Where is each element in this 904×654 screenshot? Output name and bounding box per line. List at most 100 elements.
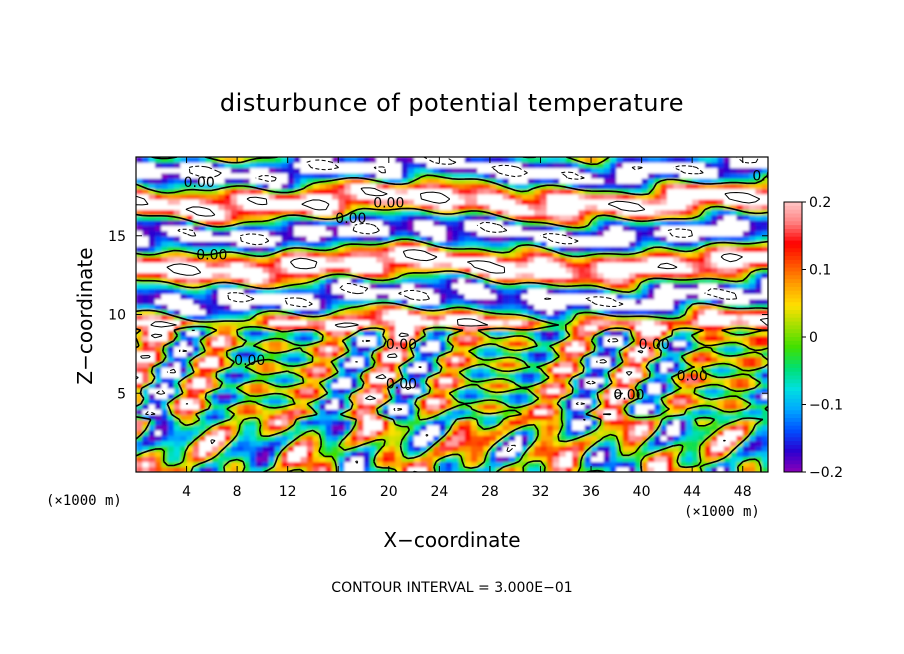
- heatmap-cell: [660, 419, 668, 426]
- heatmap-cell: [395, 277, 403, 284]
- heatmap-cell: [660, 403, 668, 410]
- heatmap-cell: [698, 456, 706, 463]
- heatmap-cell: [407, 256, 415, 263]
- heatmap-cell: [496, 377, 504, 384]
- heatmap-cell: [363, 298, 371, 305]
- heatmap-cell: [578, 445, 586, 452]
- heatmap-cell: [723, 335, 731, 342]
- heatmap-cell: [635, 377, 643, 384]
- heatmap-cell: [407, 246, 415, 253]
- heatmap-cell: [136, 435, 143, 442]
- heatmap-cell: [717, 451, 725, 457]
- heatmap-cell: [591, 272, 598, 279]
- heatmap-cell: [350, 256, 358, 263]
- heatmap-cell: [496, 293, 504, 300]
- heatmap-cell: [685, 235, 693, 242]
- heatmap-cell: [167, 403, 175, 410]
- heatmap-cell: [445, 367, 453, 373]
- heatmap-cell: [673, 377, 681, 384]
- heatmap-cell: [237, 225, 245, 232]
- heatmap-cell: [470, 382, 478, 389]
- heatmap-cell: [553, 225, 561, 232]
- heatmap-cell: [755, 309, 763, 316]
- heatmap-cell: [521, 456, 529, 463]
- heatmap-cell: [736, 367, 744, 373]
- heatmap-cell: [673, 409, 681, 415]
- heatmap-cell: [591, 230, 598, 237]
- heatmap-cell: [464, 398, 472, 405]
- heatmap-cell: [426, 451, 434, 457]
- heatmap-cell: [199, 298, 207, 305]
- heatmap-cell: [452, 209, 459, 216]
- heatmap-cell: [167, 230, 175, 237]
- heatmap-cell: [167, 340, 175, 347]
- heatmap-cell: [730, 340, 737, 347]
- heatmap-cell: [515, 461, 523, 468]
- heatmap-cell: [647, 309, 655, 316]
- heatmap-cell: [673, 419, 681, 426]
- heatmap-cell: [205, 335, 213, 342]
- heatmap-cell: [445, 283, 453, 289]
- heatmap-cell: [312, 424, 320, 431]
- heatmap-cell: [161, 262, 169, 268]
- heatmap-cell: [635, 356, 643, 363]
- heatmap-cell: [464, 340, 472, 347]
- heatmap-cell: [363, 414, 371, 421]
- heatmap-cell: [243, 293, 251, 300]
- heatmap-cell: [218, 225, 226, 232]
- heatmap-cell: [192, 272, 200, 279]
- heatmap-cell: [761, 330, 768, 337]
- heatmap-cell: [597, 393, 605, 400]
- heatmap-cell: [350, 419, 358, 426]
- heatmap-cell: [654, 346, 662, 352]
- heatmap-cell: [395, 414, 403, 421]
- heatmap-cell: [331, 262, 339, 268]
- heatmap-cell: [211, 209, 219, 216]
- heatmap-cell: [433, 461, 440, 468]
- heatmap-cell: [180, 225, 188, 232]
- heatmap-cell: [237, 409, 245, 415]
- heatmap-cell: [414, 225, 421, 232]
- heatmap-cell: [660, 361, 668, 368]
- heatmap-cell: [382, 419, 390, 426]
- heatmap-cell: [628, 330, 636, 337]
- heatmap-cell: [199, 241, 207, 247]
- heatmap-cell: [717, 388, 725, 394]
- heatmap-cell: [597, 361, 605, 368]
- heatmap-cell: [420, 304, 428, 310]
- heatmap-cell: [673, 256, 681, 263]
- heatmap-cell: [521, 351, 529, 358]
- heatmap-cell: [287, 235, 295, 242]
- heatmap-cell: [243, 409, 251, 415]
- heatmap-cell: [546, 403, 554, 410]
- heatmap-cell: [628, 403, 636, 410]
- heatmap-cell: [597, 424, 605, 431]
- heatmap-cell: [300, 283, 308, 289]
- heatmap-cell: [749, 277, 756, 284]
- heatmap-cell: [591, 403, 598, 410]
- heatmap-cell: [755, 440, 763, 447]
- heatmap-cell: [287, 377, 295, 384]
- heatmap-cell: [148, 309, 156, 316]
- heatmap-cell: [211, 230, 219, 237]
- heatmap-cell: [591, 393, 598, 400]
- heatmap-cell: [603, 377, 611, 384]
- heatmap-cell: [249, 461, 257, 468]
- heatmap-cell: [464, 298, 472, 305]
- heatmap-cell: [578, 325, 586, 331]
- heatmap-cell: [350, 440, 358, 447]
- heatmap-cell: [287, 288, 295, 295]
- heatmap-cell: [420, 225, 428, 232]
- heatmap-cell: [654, 466, 662, 472]
- heatmap-cell: [344, 435, 352, 442]
- heatmap-cell: [654, 288, 662, 295]
- heatmap-cell: [749, 225, 756, 232]
- heatmap-cell: [742, 314, 750, 321]
- heatmap-cell: [388, 388, 396, 394]
- heatmap-cell: [647, 382, 655, 389]
- heatmap-cell: [211, 235, 219, 242]
- heatmap-cell: [426, 372, 434, 379]
- heatmap-cell: [325, 277, 333, 284]
- heatmap-cell: [382, 283, 390, 289]
- heatmap-cell: [331, 372, 339, 379]
